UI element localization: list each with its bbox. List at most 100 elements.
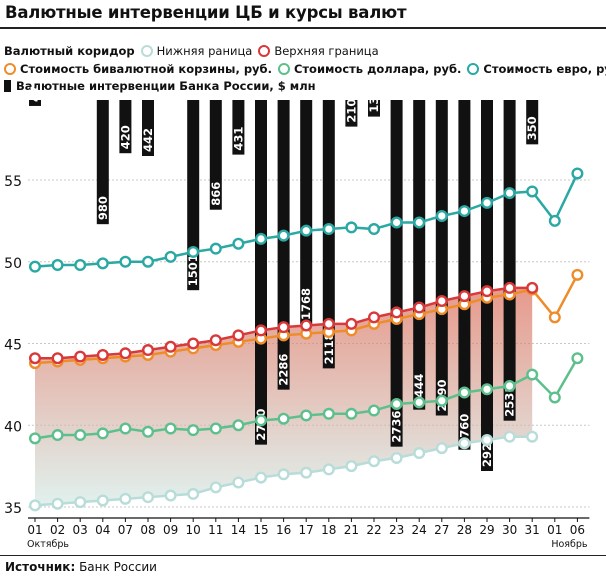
- source-value: Банк России: [79, 560, 157, 574]
- usd-point: [435, 394, 448, 407]
- legend-upper-label: Верхняя граница: [274, 44, 379, 58]
- usd-marker-icon: [277, 63, 290, 75]
- eur-point: [548, 214, 561, 227]
- x-tick-label: 03: [73, 523, 88, 537]
- usd-point: [277, 412, 290, 425]
- usd-point: [164, 422, 177, 435]
- bar-value-label: 350: [525, 116, 539, 140]
- lower-point: [277, 468, 290, 481]
- intervention-bar: [413, 100, 426, 410]
- lower-point: [481, 433, 494, 446]
- eur-point: [51, 259, 64, 272]
- intervention-bar: [96, 100, 109, 225]
- upper-point: [74, 350, 87, 363]
- eur-point: [458, 205, 471, 218]
- lower-point: [255, 471, 268, 484]
- y-tick-label: 35: [4, 501, 22, 517]
- x-tick-label: 01: [547, 523, 562, 537]
- eur-point: [141, 255, 154, 268]
- usd-point: [300, 409, 313, 422]
- lower-point: [435, 442, 448, 455]
- upper-point: [29, 352, 42, 365]
- x-tick-label: 06: [570, 523, 585, 537]
- upper-point: [96, 348, 109, 361]
- lower-point: [232, 476, 245, 489]
- intervention-bar: [368, 100, 380, 117]
- source-label: Источник:: [5, 560, 76, 574]
- usd-point: [548, 391, 561, 404]
- usd-point: [74, 429, 87, 442]
- eur-point: [187, 245, 200, 258]
- eur-point: [29, 260, 42, 273]
- bar-value-label: 1768: [299, 288, 313, 320]
- lower-point: [119, 492, 132, 505]
- lower-point: [209, 481, 222, 494]
- bar-value-label: 420: [118, 125, 132, 149]
- upper-point: [141, 344, 154, 357]
- bar-value-label: 210: [344, 99, 358, 123]
- x-tick-label: 01: [27, 523, 42, 537]
- usd-point: [322, 407, 335, 420]
- upper-point: [187, 337, 200, 350]
- upper-point: [503, 281, 516, 294]
- bar-value-label: 47: [28, 86, 42, 102]
- eur-point: [164, 250, 177, 263]
- x-tick-label: 07: [118, 523, 133, 537]
- legend-upper: Верхняя граница: [258, 44, 379, 58]
- lower-point: [164, 489, 177, 502]
- usd-point: [571, 352, 584, 365]
- legend-corridor-label: Валютный коридор: [4, 44, 135, 58]
- legend-interventions: Валютные интервенции Банка России, $ млн: [4, 79, 316, 93]
- usd-point: [209, 422, 222, 435]
- x-tick-label: 29: [479, 523, 494, 537]
- usd-point: [51, 429, 64, 442]
- usd-point: [255, 414, 268, 427]
- legend-usd-label: Стоимость доллара, руб.: [293, 62, 462, 76]
- bar-value-label: 2736: [390, 411, 404, 443]
- y-tick-label: 40: [4, 419, 22, 435]
- corridor-band: [35, 287, 533, 506]
- month-label: Октябрь: [27, 539, 69, 550]
- chart-plot: 4798042044215018664312720228617682118210…: [4, 86, 590, 550]
- eur-point: [209, 242, 222, 255]
- basket-point: [571, 268, 584, 281]
- eur-point: [232, 237, 245, 250]
- x-tick-label: 09: [163, 523, 178, 537]
- intervention-bar: [345, 100, 358, 127]
- bottom-rule: [0, 555, 606, 556]
- y-tick-label: 50: [4, 256, 22, 272]
- bar-value-label: 2286: [277, 354, 291, 386]
- eur-point: [74, 259, 87, 272]
- usd-point: [345, 407, 358, 420]
- usd-point: [96, 427, 109, 440]
- eur-point: [255, 232, 268, 245]
- upper-point: [435, 294, 448, 307]
- chart-title: Валютные интервенции ЦБ и курсы валют: [5, 3, 407, 22]
- x-tick-label: 24: [412, 523, 427, 537]
- lower-point: [187, 487, 200, 500]
- eur-point: [345, 221, 358, 234]
- upper-point: [209, 334, 222, 347]
- upper-point: [413, 301, 426, 314]
- eur-point: [368, 223, 381, 236]
- eur-marker-icon: [467, 63, 480, 75]
- lower-point: [390, 451, 403, 464]
- x-tick-label: 23: [389, 523, 404, 537]
- usd-point: [141, 425, 154, 438]
- legend-basket-label: Стоимость бивалютной корзины, руб.: [20, 62, 272, 76]
- eur-point: [435, 209, 448, 222]
- bar-value-label: 442: [141, 128, 155, 152]
- bar-value-label: 2118: [322, 332, 336, 364]
- x-tick-label: 31: [525, 523, 540, 537]
- lower-point: [322, 463, 335, 476]
- x-tick-label: 11: [208, 523, 223, 537]
- lower-point: [29, 499, 42, 512]
- legend-row-2: Стоимость бивалютной корзины, руб. Стоим…: [4, 62, 606, 76]
- upper-point: [119, 347, 132, 360]
- intervention-bar: [503, 100, 516, 421]
- bar-value-label: 866: [209, 182, 223, 206]
- legend-row-3: Валютные интервенции Банка России, $ млн: [4, 79, 322, 93]
- legend-basket: Стоимость бивалютной корзины, руб.: [4, 62, 272, 76]
- usd-point: [390, 397, 403, 410]
- lower-marker-icon: [140, 45, 153, 57]
